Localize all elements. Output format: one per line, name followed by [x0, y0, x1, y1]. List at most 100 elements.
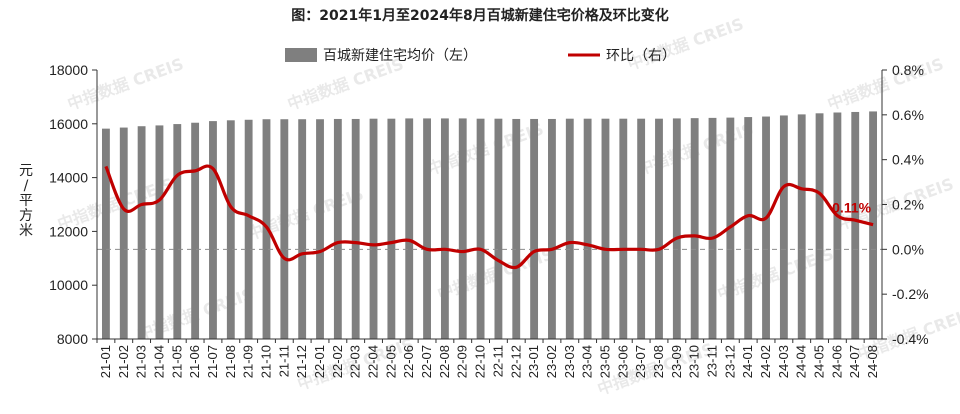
y2-tick-label: -0.2% [892, 286, 929, 302]
bar-21-11 [280, 119, 289, 340]
bar-22-05 [387, 118, 396, 340]
x-tick-label-22-09: 22-09 [455, 345, 470, 378]
y2-tick-label: 0.6% [892, 107, 924, 123]
x-tick-label-22-11: 22-11 [490, 345, 505, 377]
plot-area [97, 111, 882, 340]
y-axis-title-char: / [24, 178, 29, 194]
legend: 百城新建住宅均价（左） 环比（右） [285, 48, 676, 64]
y2-tick-label: -0.4% [892, 331, 929, 347]
bar-22-08 [440, 118, 449, 339]
y-tick-label-12000: 12000 [49, 223, 88, 239]
bar-22-12 [512, 118, 521, 339]
bar-21-12 [298, 119, 307, 340]
bar-22-03 [351, 118, 360, 339]
legend-line-label: 环比（右） [606, 48, 676, 64]
y-axis-title-char: 方 [19, 208, 33, 224]
x-tick-label-21-03: 21-03 [134, 345, 149, 378]
bar-21-09 [244, 119, 253, 339]
x-tick-label-22-02: 22-02 [330, 345, 345, 378]
bar-22-11 [494, 118, 503, 340]
bar-23-07 [637, 118, 646, 340]
bar-24-08 [869, 111, 878, 340]
y2-tick-label: 0.4% [892, 152, 924, 168]
y2-tick-label: 0.8% [892, 62, 924, 78]
y-tick-label-14000: 14000 [49, 170, 88, 186]
y-axis-title-char: 元 [19, 163, 33, 179]
x-tick-label-21-01: 21-01 [98, 345, 113, 378]
bar-22-06 [405, 118, 414, 339]
y-tick-label-16000: 16000 [49, 116, 88, 132]
x-tick-label-21-12: 21-12 [294, 345, 309, 378]
bar-23-03 [565, 118, 574, 340]
y-axis-title: 元/平方米 [19, 163, 33, 239]
watermark-text: 中指数据 CREIS [825, 54, 946, 114]
x-tick-label-23-01: 23-01 [526, 345, 541, 378]
bar-21-06 [191, 122, 200, 339]
x-tick-label-22-01: 22-01 [312, 345, 327, 378]
bar-24-02 [762, 116, 770, 339]
x-tick-label-21-09: 21-09 [241, 345, 256, 378]
x-tick-label-23-12: 23-12 [722, 345, 737, 378]
x-tick-label-23-06: 23-06 [615, 345, 630, 378]
legend-bar-label: 百城新建住宅均价（左） [323, 48, 477, 64]
y2-tick-label: 0.2% [892, 197, 924, 213]
latest-value-label: 0.11% [832, 200, 871, 216]
x-tick-label-24-07: 24-07 [847, 345, 862, 378]
bar-23-08 [655, 118, 663, 340]
bar-23-04 [583, 118, 592, 340]
x-tick-label-21-11: 21-11 [276, 345, 291, 377]
x-tick-label-22-08: 22-08 [437, 345, 452, 378]
y-tick-label-8000: 8000 [57, 331, 88, 347]
bar-24-03 [779, 115, 788, 339]
x-tick-label-23-07: 23-07 [633, 345, 648, 378]
x-tick-label-24-03: 24-03 [776, 345, 791, 378]
bar-22-04 [369, 118, 378, 340]
bar-22-02 [333, 118, 342, 339]
bar-21-04 [155, 125, 164, 339]
x-tick-label-24-04: 24-04 [794, 345, 809, 378]
bar-21-01 [101, 128, 110, 339]
x-axis-ticks: 21-01 21-02 21-03 21-04 21-05 21-06 21-07 21-08… [96, 339, 880, 378]
x-tick-label-21-06: 21-06 [187, 345, 202, 378]
x-tick-label-23-08: 23-08 [651, 345, 666, 378]
y-axis-right-ticks: 0.8% 0.6% 0.4% 0.2% 0.0% -0.2% -0.4% [882, 62, 929, 347]
x-tick-label-22-12: 22-12 [508, 345, 523, 378]
x-tick-label-22-10: 22-10 [473, 345, 488, 378]
x-tick-label-22-04: 22-04 [366, 345, 381, 378]
bar-21-07 [209, 121, 217, 339]
bar-23-05 [601, 118, 610, 340]
x-tick-label-23-10: 23-10 [687, 345, 702, 378]
bar-22-07 [423, 118, 431, 339]
x-tick-label-21-02: 21-02 [116, 345, 131, 378]
bar-24-04 [797, 114, 806, 339]
bar-24-06 [833, 112, 842, 339]
bar-23-10 [690, 118, 699, 339]
bar-24-05 [815, 113, 824, 340]
x-tick-label-22-07: 22-07 [419, 345, 434, 378]
x-tick-label-24-08: 24-08 [865, 345, 880, 378]
bar-21-02 [119, 127, 128, 339]
chart-title: 图：2021年1月至2024年8月百城新建住宅价格及环比变化 [291, 7, 668, 24]
bar-23-11 [708, 117, 717, 339]
bar-23-06 [619, 118, 628, 340]
y-tick-label-10000: 10000 [49, 277, 88, 293]
y-axis-title-char: 米 [19, 223, 33, 239]
bar-22-09 [458, 118, 467, 339]
x-tick-label-24-06: 24-06 [829, 345, 844, 378]
bar-21-05 [173, 124, 182, 339]
bar-23-09 [672, 118, 681, 339]
y-tick-label-18000: 18000 [49, 62, 88, 78]
legend-bar-swatch [285, 48, 317, 62]
x-tick-label-23-02: 23-02 [544, 345, 559, 378]
bar-24-01 [744, 117, 753, 339]
x-tick-label-23-05: 23-05 [597, 345, 612, 378]
x-tick-label-23-03: 23-03 [562, 345, 577, 378]
x-tick-label-24-02: 24-02 [758, 345, 773, 378]
x-tick-label-23-11: 23-11 [705, 345, 720, 377]
x-tick-label-23-04: 23-04 [580, 345, 595, 378]
bar-23-01 [530, 118, 539, 339]
bar-24-07 [851, 111, 860, 340]
y2-tick-label: 0.0% [892, 241, 924, 257]
bar-21-08 [226, 120, 235, 339]
